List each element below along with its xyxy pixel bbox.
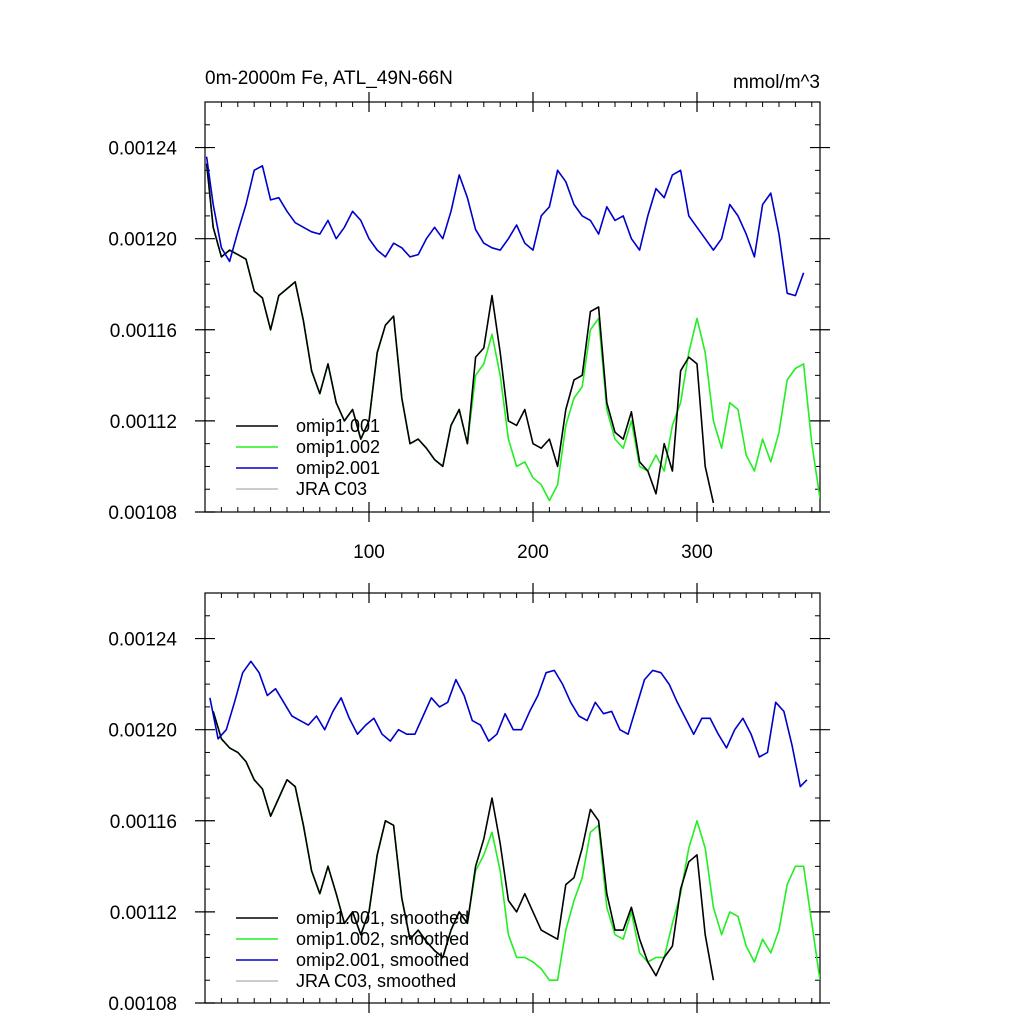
- series-line-omip2-001-smoothed: [209, 660, 808, 788]
- chart-panel-2: 0.00108 0.00112 0.00116 0.00120 0.00124 omip1…: [108, 583, 830, 1015]
- y-tick-label: 0.00108: [108, 503, 177, 524]
- series-lines: [209, 660, 820, 982]
- x-tick-label: 200: [517, 542, 549, 563]
- panels: 100 200 3000.001080.001120.001160.001200.0…: [108, 92, 830, 1015]
- y-tick-label: 0.00116: [110, 321, 177, 342]
- chart-panel-1: 100 200 300 0.00108 0.00112 0.00116 0.00120 0.0…: [108, 92, 830, 563]
- y-tick-label: 0.00108: [108, 994, 177, 1015]
- legend-label: JRA C03, smoothed: [296, 971, 456, 991]
- y-tick-label: 0.00120: [108, 721, 177, 742]
- series-line-omip2-001: [205, 156, 805, 297]
- y-tick-label: 0.00120: [108, 230, 177, 251]
- legend-label: JRA C03: [296, 479, 367, 499]
- x-tick-label: 300: [681, 542, 713, 563]
- legend-label: omip1.001: [296, 416, 380, 436]
- y-tick-label: 0.00112: [110, 412, 177, 433]
- legend-label: omip2.001: [296, 458, 380, 478]
- series-line-omip1-001: [205, 163, 715, 504]
- y-tick-label: 0.00116: [110, 812, 177, 833]
- legend-label: omip2.001, smoothed: [296, 950, 469, 970]
- series-lines: [205, 156, 820, 504]
- figure-units: mmol/m^3: [733, 72, 820, 93]
- legend-label: omip1.002, smoothed: [296, 929, 469, 949]
- legend-label: omip1.002: [296, 437, 380, 457]
- y-tick-label: 0.00112: [110, 903, 177, 924]
- legend-label: omip1.001, smoothed: [296, 908, 469, 928]
- y-tick-label: 0.00124: [108, 630, 177, 651]
- figure-title: 0m-2000m Fe, ATL_49N-66N: [205, 68, 453, 89]
- y-tick-label: 0.00124: [108, 139, 177, 160]
- x-tick-label: 100: [353, 542, 385, 563]
- series-line-omip1-001-smoothed: [212, 711, 715, 981]
